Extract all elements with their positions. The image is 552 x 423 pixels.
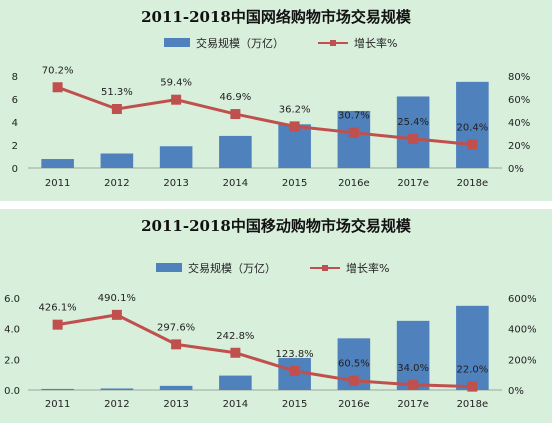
x-tick-label: 2017e	[397, 178, 429, 189]
bar	[456, 81, 489, 168]
chart-title: 2011-2018中国移动购物市场交易规模	[141, 217, 411, 235]
bar	[456, 305, 489, 390]
x-tick-label: 2016e	[338, 399, 370, 410]
y-left-tick-label: 2	[12, 141, 18, 152]
growth-data-label: 70.2%	[42, 65, 74, 76]
y-left-tick-label: 6.0	[4, 294, 20, 305]
growth-data-label: 426.1%	[39, 303, 77, 314]
growth-data-label: 36.2%	[279, 104, 311, 115]
growth-data-label: 25.4%	[397, 117, 429, 128]
growth-point	[230, 109, 241, 120]
x-tick-label: 2014	[223, 399, 248, 410]
growth-data-label: 51.3%	[101, 87, 133, 98]
chart-title: 2011-2018中国网络购物市场交易规模	[141, 8, 411, 26]
y-left-tick-label: 2.0	[4, 355, 20, 366]
growth-point	[348, 127, 359, 138]
x-tick-label: 2018e	[457, 399, 489, 410]
growth-data-label: 34.0%	[397, 363, 429, 374]
chart-legend: 交易规模（万亿） 增长率%	[0, 34, 552, 52]
legend-label-bar: 交易规模（万亿）	[196, 37, 284, 50]
legend-swatch-marker	[322, 265, 328, 271]
growth-point	[52, 319, 63, 330]
growth-data-label: 20.4%	[456, 123, 488, 134]
legend-swatch-marker	[330, 40, 336, 46]
growth-data-label: 297.6%	[157, 322, 195, 333]
growth-data-label: 490.1%	[98, 293, 136, 304]
y-right-tick-label: 0%	[508, 386, 524, 397]
growth-data-label: 22.0%	[456, 365, 488, 376]
x-tick-label: 2015	[282, 178, 307, 189]
x-tick-label: 2013	[163, 399, 188, 410]
x-tick-label: 2011	[45, 178, 70, 189]
bar	[100, 388, 134, 390]
growth-point	[171, 339, 182, 350]
bar	[396, 320, 430, 390]
x-tick-label: 2016e	[338, 178, 370, 189]
y-right-tick-label: 80%	[508, 72, 530, 83]
growth-point	[52, 82, 63, 93]
y-right-tick-label: 400%	[508, 325, 537, 336]
bar	[41, 388, 74, 390]
growth-point	[289, 121, 300, 132]
y-right-tick-label: 0%	[508, 164, 524, 175]
chart-legend: 交易规模（万亿） 增长率%	[0, 259, 552, 277]
bar	[41, 159, 74, 168]
bar	[337, 110, 371, 168]
y-right-tick-label: 20%	[508, 141, 530, 152]
bar	[278, 124, 311, 168]
x-tick-label: 2018e	[457, 178, 489, 189]
growth-point	[348, 375, 359, 386]
y-right-tick-label: 600%	[508, 294, 537, 305]
growth-point	[230, 347, 241, 358]
bar	[396, 96, 430, 168]
growth-point	[408, 133, 419, 144]
growth-data-label: 60.5%	[338, 359, 370, 370]
growth-point	[289, 366, 300, 377]
y-right-tick-label: 200%	[508, 355, 537, 366]
growth-data-label: 59.4%	[160, 78, 192, 89]
y-left-tick-label: 0	[12, 164, 18, 175]
bar	[159, 385, 193, 390]
x-tick-label: 2017e	[397, 399, 429, 410]
x-tick-label: 2012	[104, 399, 129, 410]
y-right-tick-label: 60%	[508, 95, 530, 106]
legend-label-bar: 交易规模（万亿）	[188, 262, 276, 275]
growth-data-label: 242.8%	[216, 331, 254, 342]
y-left-tick-label: 4	[12, 118, 18, 129]
x-tick-label: 2011	[45, 399, 70, 410]
legend-label-line: 增长率%	[346, 262, 390, 275]
x-tick-label: 2013	[163, 178, 188, 189]
y-left-tick-label: 8	[12, 72, 18, 83]
legend-swatch-bar	[156, 263, 182, 272]
x-tick-label: 2015	[282, 399, 307, 410]
bar	[159, 146, 193, 168]
growth-point	[408, 379, 419, 390]
growth-point	[111, 104, 122, 115]
growth-data-label: 123.8%	[276, 349, 314, 360]
bar	[100, 153, 134, 168]
growth-data-label: 30.7%	[338, 111, 370, 122]
chart-panel-mobile: 2011-2018中国移动购物市场交易规模 交易规模（万亿） 增长率% 0.0 2…	[0, 209, 552, 423]
growth-point	[467, 381, 478, 392]
y-right-tick-label: 40%	[508, 118, 530, 129]
growth-line	[57, 313, 473, 389]
chart-plot: 0.0 2.0 4.0 6.0 0% 200% 400% 600% 2011 2012 2013 20…	[4, 293, 537, 410]
legend-swatch-bar	[164, 38, 190, 47]
x-tick-label: 2012	[104, 178, 129, 189]
legend-label-line: 增长率%	[354, 37, 398, 50]
y-left-tick-label: 4.0	[4, 325, 20, 336]
x-tick-label: 2014	[223, 178, 248, 189]
y-left-tick-label: 0.0	[4, 386, 20, 397]
growth-point	[111, 309, 122, 320]
growth-point	[171, 94, 182, 105]
bar	[219, 135, 252, 168]
bar	[219, 375, 252, 390]
growth-data-label: 46.9%	[219, 92, 251, 103]
y-left-tick-label: 6	[12, 95, 18, 106]
growth-line	[57, 85, 473, 147]
growth-point	[467, 139, 478, 150]
